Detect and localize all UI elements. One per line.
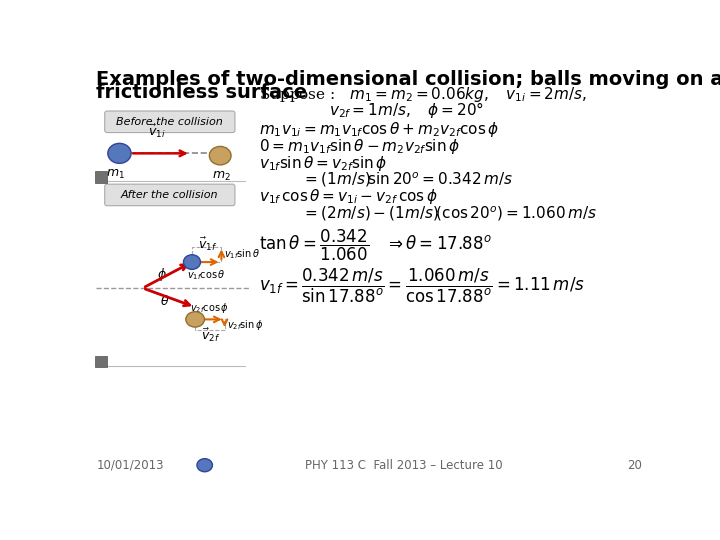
Text: $= \left(2m / s\right) - \left(1m / s\right)\!\left(\cos 20^o\right) = 1.060\, m: $= \left(2m / s\right) - \left(1m / s\ri…	[302, 204, 596, 223]
Text: frictionless surface: frictionless surface	[96, 83, 307, 102]
Text: After the collision: After the collision	[121, 190, 219, 200]
Text: b: b	[98, 356, 105, 367]
Text: 10/01/2013: 10/01/2013	[96, 458, 163, 472]
Text: $\theta$: $\theta$	[160, 294, 169, 308]
Ellipse shape	[210, 146, 231, 165]
Ellipse shape	[184, 255, 200, 269]
Text: $v_{2f}\cos\phi$: $v_{2f}\cos\phi$	[190, 301, 230, 315]
FancyBboxPatch shape	[96, 171, 107, 183]
FancyBboxPatch shape	[96, 356, 107, 367]
Text: $m_1 v_{1i} = m_1 v_{1f} \cos\theta + m_2 v_{2f} \cos\phi$: $m_1 v_{1i} = m_1 v_{1f} \cos\theta + m_…	[259, 120, 499, 139]
Ellipse shape	[186, 312, 204, 327]
Text: $v_{1f}\cos\theta$: $v_{1f}\cos\theta$	[187, 268, 226, 282]
Ellipse shape	[197, 458, 212, 472]
Text: $= \left(1m / s\right)\!\sin 20^o = 0.342\, m / s$: $= \left(1m / s\right)\!\sin 20^o = 0.34…	[302, 170, 513, 189]
Text: $\vec{v}_{2f}$: $\vec{v}_{2f}$	[202, 327, 220, 345]
FancyBboxPatch shape	[104, 184, 235, 206]
FancyBboxPatch shape	[104, 111, 235, 132]
Text: 20: 20	[627, 458, 642, 472]
Text: a: a	[98, 172, 104, 182]
Text: $v_{2f} = 1m / s,$   $\phi = 20°$: $v_{2f} = 1m / s,$ $\phi = 20°$	[329, 100, 484, 120]
Text: $v_{1f}\sin\theta$: $v_{1f}\sin\theta$	[224, 247, 260, 261]
Text: Examples of two-dimensional collision; balls moving on a: Examples of two-dimensional collision; b…	[96, 70, 720, 89]
Text: $m_2$: $m_2$	[212, 170, 231, 183]
Text: $\vec{v}_{1i}$: $\vec{v}_{1i}$	[148, 123, 166, 140]
Text: $v_{1f} = \dfrac{0.342\, m/s}{\sin 17.88^o} = \dfrac{1.060\, m/s}{\cos 17.88^o} : $v_{1f} = \dfrac{0.342\, m/s}{\sin 17.88…	[259, 267, 585, 305]
Text: $\tan\theta = \dfrac{0.342}{1.060}$   $\Rightarrow \theta = 17.88^o$: $\tan\theta = \dfrac{0.342}{1.060}$ $\Ri…	[259, 228, 492, 263]
Text: $\phi$: $\phi$	[157, 266, 166, 284]
Text: PHY 113 C  Fall 2013 – Lecture 10: PHY 113 C Fall 2013 – Lecture 10	[305, 458, 503, 472]
Text: Before the collision: Before the collision	[117, 117, 223, 127]
Text: $v_{1f}\, \cos\theta = v_{1i} - v_{2f}\, \cos\phi$: $v_{1f}\, \cos\theta = v_{1i} - v_{2f}\,…	[259, 187, 438, 206]
Text: $v_{1f} \sin\theta = v_{2f} \sin\phi$: $v_{1f} \sin\theta = v_{2f} \sin\phi$	[259, 154, 387, 173]
Text: $v_{2f}\sin\phi$: $v_{2f}\sin\phi$	[227, 318, 264, 332]
Text: $\vec{v}_{1f}$: $\vec{v}_{1f}$	[198, 235, 217, 253]
Text: $m_1$: $m_1$	[106, 168, 125, 181]
Text: Suppose :   $m_1 = m_2 = 0.06 kg,$   $v_{1i} = 2m / s,$: Suppose : $m_1 = m_2 = 0.06 kg,$ $v_{1i}…	[259, 85, 587, 104]
Text: $0 = m_1 v_{1f} \sin\theta - m_2 v_{2f} \sin\phi$: $0 = m_1 v_{1f} \sin\theta - m_2 v_{2f} …	[259, 137, 460, 156]
Ellipse shape	[108, 143, 131, 164]
